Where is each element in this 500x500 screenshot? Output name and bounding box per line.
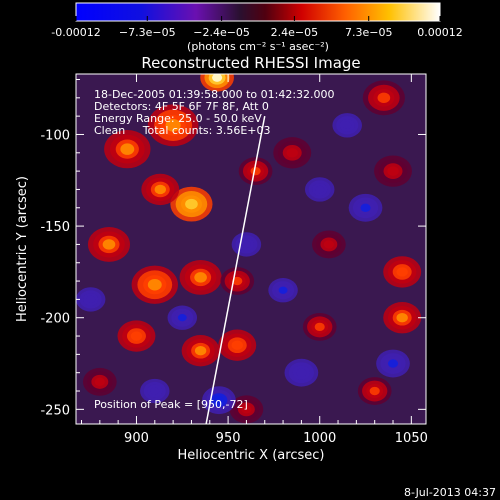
colorbar-tick-label: 0.00012 — [417, 26, 463, 39]
emission-blob — [147, 278, 162, 291]
emission-blob — [231, 340, 243, 350]
emission-blob — [154, 184, 166, 195]
x-tick-label: 1000 — [303, 431, 336, 446]
emission-blob — [232, 276, 243, 286]
emission-blob — [102, 239, 116, 250]
x-tick-label: 1050 — [395, 431, 428, 446]
x-tick-label: 900 — [124, 431, 149, 446]
date-stamp: 8-Jul-2013 04:37 — [404, 486, 496, 499]
plot-frame — [75, 73, 427, 425]
colorbar-tick-labels: -0.00012 −7.3e−05 −2.4e−05 2.4e−05 7.3e−05 0.… — [51, 26, 462, 39]
emission-blob — [185, 198, 198, 210]
negative-blob — [241, 240, 251, 249]
solar-limb-line — [205, 116, 266, 424]
heatmap-image — [76, 74, 422, 424]
emission-blob — [212, 74, 223, 82]
emission-blob — [314, 322, 325, 332]
emission-blob — [250, 166, 261, 176]
negative-blob — [296, 368, 307, 377]
annotation-time: 18-Dec-2005 01:39:58.000 to 01:42:32.000 — [94, 88, 335, 101]
emission-blob — [94, 377, 105, 387]
emission-blob — [387, 166, 399, 176]
negative-blob — [387, 359, 399, 368]
emission-blob — [130, 331, 143, 341]
negative-blob — [177, 314, 187, 322]
emission-blob — [286, 148, 298, 158]
emission-blob — [120, 143, 135, 155]
emission-blob — [396, 267, 408, 277]
emission-blob — [377, 92, 391, 104]
colorbar-tick-label: 2.4e−05 — [271, 26, 318, 39]
colorbar-tick-label: -0.00012 — [51, 26, 100, 39]
plot-area: 900 950 1000 1050 -100 -150 -200 -250 — [40, 73, 428, 446]
x-axis-ticks: 900 950 1000 1050 — [80, 74, 428, 446]
chart-title: Reconstructed RHESSI Image — [141, 54, 360, 72]
peak-position-label: Position of Peak = [950,-72] — [94, 398, 248, 411]
y-tick-label: -250 — [40, 403, 70, 418]
emission-blob — [165, 119, 181, 132]
negative-blob — [150, 387, 160, 395]
y-axis-label: Heliocentric Y (arcsec) — [15, 176, 30, 322]
emission-blob — [194, 346, 207, 356]
y-tick-label: -100 — [40, 128, 70, 143]
colorbar-gradient — [75, 2, 441, 22]
emission-blob — [194, 272, 207, 283]
negative-blob — [360, 203, 371, 212]
colorbar-ticks — [75, 16, 441, 21]
x-tick-label: 950 — [216, 431, 241, 446]
x-axis-label: Heliocentric X (arcsec) — [178, 448, 325, 463]
emission-blob — [241, 405, 252, 414]
annotation-detectors: Detectors: 4F 5F 6F 7F 8F, Att 0 — [94, 100, 269, 113]
y-tick-label: -150 — [40, 220, 70, 235]
emission-blob — [396, 313, 408, 323]
negative-blob — [342, 121, 352, 129]
negative-blob — [278, 286, 288, 294]
y-tick-label: -200 — [40, 312, 70, 327]
negative-blob — [86, 295, 96, 304]
colorbar-tick-label: −2.4e−05 — [193, 26, 250, 39]
annotation-counts: Clean Total counts: 3.56E+03 — [94, 124, 271, 137]
colorbar-units-label: (photons cm⁻² s⁻¹ asec⁻²) — [187, 40, 329, 53]
colorbar: -0.00012 −7.3e−05 −2.4e−05 2.4e−05 7.3e−05 0.… — [51, 2, 463, 53]
y-axis-ticks: -100 -150 -200 -250 — [40, 78, 426, 418]
emission-blob — [369, 386, 380, 396]
colorbar-tick-label: −7.3e−05 — [119, 26, 176, 39]
negative-blob — [315, 185, 325, 194]
emission-blob — [323, 240, 334, 249]
annotation-energy: Energy Range: 25.0 - 50.0 keV — [94, 112, 262, 125]
negative-blob — [213, 396, 224, 405]
colorbar-tick-label: 7.3e−05 — [345, 26, 392, 39]
